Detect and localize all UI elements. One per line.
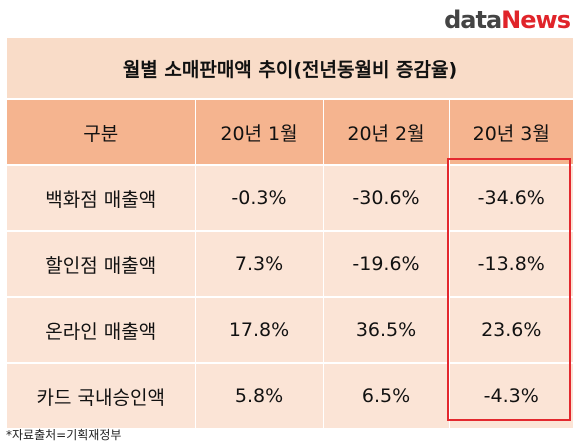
retail-sales-table: 월별 소매판매액 추이(전년동월비 증감율) 구분 20년 1월 20년 2월 … — [7, 38, 573, 428]
table-row: 백화점 매출액 -0.3% -30.6% -34.6% — [7, 164, 573, 231]
table-row: 할인점 매출액 7.3% -19.6% -13.8% — [7, 230, 573, 297]
row-label: 카드 국내승인액 — [7, 362, 196, 428]
table-cell: 6.5% — [323, 362, 450, 428]
table-cell: -4.3% — [449, 362, 573, 428]
column-header-jan: 20년 1월 — [195, 99, 324, 165]
row-label: 할인점 매출액 — [7, 230, 196, 297]
table-cell: 36.5% — [323, 296, 450, 363]
header-row: 구분 20년 1월 20년 2월 20년 3월 — [7, 99, 573, 165]
logo-text-news: News — [501, 6, 571, 34]
retail-sales-table-wrapper: 월별 소매판매액 추이(전년동월비 증감율) 구분 20년 1월 20년 2월 … — [7, 38, 573, 428]
table-cell: -19.6% — [323, 230, 450, 297]
table-cell: -13.8% — [449, 230, 573, 297]
table-title: 월별 소매판매액 추이(전년동월비 증감율) — [7, 38, 573, 100]
column-header-category: 구분 — [7, 99, 196, 165]
table-cell: -30.6% — [323, 164, 450, 231]
row-label: 백화점 매출액 — [7, 164, 196, 231]
table-cell: 7.3% — [195, 230, 324, 297]
table-cell: -34.6% — [449, 164, 573, 231]
table-cell: 17.8% — [195, 296, 324, 363]
table-row: 온라인 매출액 17.8% 36.5% 23.6% — [7, 296, 573, 363]
table-cell: 23.6% — [449, 296, 573, 363]
table-cell: 5.8% — [195, 362, 324, 428]
table-cell: -0.3% — [195, 164, 324, 231]
logo-text-data: data — [444, 6, 502, 34]
table-row: 카드 국내승인액 5.8% 6.5% -4.3% — [7, 362, 573, 428]
source-note: *자료출처=기획재정부 — [6, 428, 122, 442]
column-header-feb: 20년 2월 — [323, 99, 450, 165]
column-header-mar: 20년 3월 — [449, 99, 573, 165]
datanews-logo: dataNews — [444, 6, 571, 34]
row-label: 온라인 매출액 — [7, 296, 196, 363]
